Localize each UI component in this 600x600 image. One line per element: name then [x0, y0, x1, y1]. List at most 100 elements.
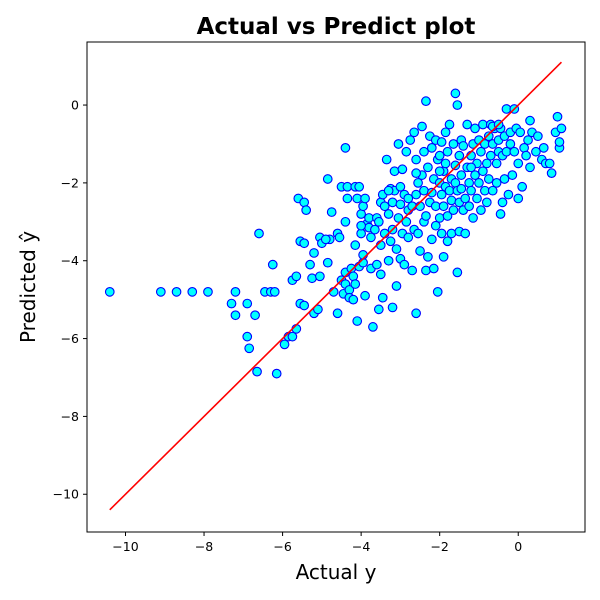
scatter-point	[426, 187, 437, 198]
scatter-point	[519, 143, 529, 153]
scatter-point	[375, 269, 386, 280]
scatter-point	[446, 228, 457, 239]
scatter-point	[421, 96, 431, 107]
scatter-point	[438, 251, 449, 262]
scatter-point	[340, 216, 351, 227]
scatter-point	[360, 193, 370, 204]
scatter-point	[507, 170, 518, 180]
scatter-point	[387, 197, 398, 208]
scatter-point	[340, 143, 351, 153]
scatter-point	[495, 209, 506, 219]
scatter-point	[407, 265, 418, 276]
scatter-point	[476, 205, 486, 215]
plot-frame	[86, 41, 586, 533]
scatter-point	[513, 193, 524, 204]
scatter-point	[454, 150, 465, 161]
scatter-point	[373, 304, 384, 315]
x-tick-label: −4	[352, 539, 370, 554]
scatter-point	[322, 174, 333, 184]
scatter-point	[430, 220, 441, 231]
scatter-point	[271, 368, 282, 379]
x-axis-ticks: −10 −8 −6 −4 −2 0	[112, 532, 522, 554]
scatter-point	[309, 248, 319, 258]
y-tick-label: 0	[71, 98, 79, 113]
scatter-point	[379, 201, 390, 212]
x-tick-label: 0	[514, 539, 522, 554]
scatter-point	[483, 174, 494, 184]
scatter-point	[523, 135, 533, 145]
y-tick-label: −6	[61, 331, 79, 346]
scatter-point	[385, 236, 396, 247]
scatter-point	[468, 213, 478, 223]
scatter-point	[452, 100, 463, 110]
scatter-point	[481, 158, 492, 169]
scatter-point	[354, 181, 365, 192]
scatter-point	[391, 244, 402, 254]
scatter-point	[421, 265, 431, 276]
scatter-point	[230, 310, 241, 321]
scatter-point	[411, 189, 421, 200]
scatter-point	[442, 236, 453, 247]
scatter-point	[332, 308, 343, 319]
scatter-point	[515, 127, 526, 138]
scatter-point	[342, 193, 353, 204]
scatter-point	[533, 131, 543, 142]
scatter-point	[356, 220, 366, 231]
scatter-point	[415, 246, 425, 256]
scatter-point	[252, 366, 262, 377]
scatter-point	[456, 170, 467, 180]
scatter-point	[250, 310, 260, 321]
scatter-point	[226, 298, 237, 309]
scatter-point	[509, 146, 520, 157]
scatter-point	[434, 166, 445, 177]
scatter-point	[464, 178, 474, 188]
scatter-point	[413, 178, 423, 188]
scatter-point	[244, 343, 255, 354]
scatter-point	[478, 166, 488, 177]
scatter-point	[544, 158, 555, 169]
scatter-point	[419, 185, 429, 196]
plot-marks	[104, 61, 567, 511]
scatter-point	[423, 162, 433, 173]
scatter-point	[513, 158, 524, 169]
scatter-point	[466, 185, 476, 196]
scatter-point	[446, 195, 457, 206]
scatter-point	[470, 170, 480, 180]
scatter-point	[383, 255, 394, 266]
scatter-point	[301, 205, 312, 215]
scatter-point	[440, 158, 451, 169]
scatter-point	[393, 139, 404, 149]
scatter-point	[187, 287, 198, 297]
scatter-point	[377, 292, 388, 303]
plot-area	[86, 41, 586, 533]
scatter-point	[171, 287, 182, 297]
scatter-point	[387, 302, 398, 313]
scatter-point	[348, 294, 359, 305]
scatter-point	[474, 178, 484, 188]
scatter-point	[383, 185, 394, 196]
scatter-point	[438, 201, 449, 212]
scatter-point	[405, 135, 416, 145]
scatter-point	[487, 185, 498, 196]
scatter-point	[436, 228, 447, 239]
scatter-point	[334, 232, 345, 243]
y-tick-label: −4	[61, 253, 79, 268]
scatter-point	[315, 271, 325, 282]
scatter-point	[450, 160, 461, 171]
scatter-point	[279, 339, 290, 350]
scatter-point	[299, 197, 310, 208]
x-tick-label: −8	[195, 539, 213, 554]
scatter-point	[426, 143, 437, 153]
scatter-point	[481, 197, 492, 208]
scatter-point	[299, 238, 310, 249]
scatter-point	[366, 232, 376, 243]
scatter-point	[491, 158, 502, 169]
scatter-point	[458, 141, 469, 151]
y-tick-label: −8	[61, 409, 79, 424]
scatter-point	[521, 150, 531, 161]
scatter-point	[401, 146, 412, 157]
scatter-point	[546, 168, 557, 179]
scatter-point	[348, 271, 359, 282]
scatter-point	[444, 119, 455, 130]
